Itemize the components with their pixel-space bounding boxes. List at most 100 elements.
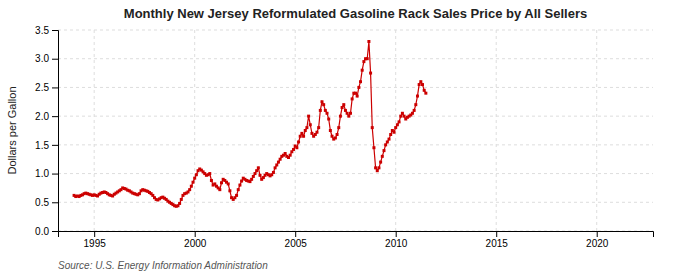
y-axis-tick-mark	[52, 59, 58, 60]
y-axis-tick-label: 3.5	[35, 25, 49, 36]
marker	[180, 198, 183, 201]
y-axis-tick: 0.0	[35, 226, 58, 237]
grid-line-x	[194, 30, 195, 231]
marker	[237, 188, 240, 191]
y-axis-tick: 3.0	[35, 53, 58, 64]
marker	[238, 184, 241, 187]
marker	[304, 129, 307, 132]
marker	[419, 80, 422, 83]
marker	[341, 106, 344, 109]
marker	[297, 140, 300, 143]
marker	[272, 171, 275, 174]
marker	[369, 72, 372, 75]
marker	[372, 146, 375, 149]
x-axis-tick-mark	[295, 231, 296, 237]
marker	[324, 109, 327, 112]
y-axis-tick-mark	[52, 231, 58, 232]
y-axis-tick-label: 2.0	[35, 111, 49, 122]
grid-line-y	[58, 87, 653, 88]
y-axis-tick-label: 1.5	[35, 140, 49, 151]
marker	[228, 189, 231, 192]
marker	[240, 180, 243, 183]
marker	[394, 126, 397, 129]
y-axis-tick-label: 3.0	[35, 53, 49, 64]
grid-line-y	[58, 202, 653, 203]
line	[74, 41, 426, 206]
marker	[279, 158, 282, 161]
x-axis-tick-mark	[597, 231, 598, 237]
marker	[376, 169, 379, 172]
y-axis-tick-mark	[52, 87, 58, 88]
marker	[374, 166, 377, 169]
y-axis-tick: 1.5	[35, 140, 58, 151]
marker	[393, 131, 396, 134]
marker	[399, 115, 402, 118]
y-axis: 0.0 0.5 1.0 1.5 2.0 2.5 3.0 3.5	[35, 25, 58, 237]
marker	[188, 188, 191, 191]
marker	[322, 103, 325, 106]
marker	[292, 148, 295, 151]
x-axis-tick: 2010	[385, 231, 408, 249]
marker	[208, 172, 211, 175]
grid-line-x	[395, 30, 396, 231]
y-axis-tick-mark	[52, 202, 58, 203]
marker	[401, 112, 404, 115]
marker	[414, 103, 417, 106]
marker	[423, 89, 426, 92]
x-axis-tick-mark	[396, 231, 397, 237]
grid-line-x	[496, 30, 497, 231]
x-axis-tick-mark	[496, 231, 497, 237]
marker	[218, 188, 221, 191]
y-axis-tick: 2.5	[35, 82, 58, 93]
annotation: Source: U.S. Energy Information Administ…	[58, 260, 268, 271]
y-axis-tick: 2.0	[35, 111, 58, 122]
grid-line-y	[58, 58, 653, 59]
marker	[235, 194, 238, 197]
marker	[339, 115, 342, 118]
grid-line-y	[58, 173, 653, 174]
marker	[300, 132, 303, 135]
marker	[416, 95, 419, 98]
marker	[320, 100, 323, 103]
title: Monthly New Jersey Reformulated Gasoline…	[124, 6, 587, 21]
marker	[411, 112, 414, 115]
marker	[302, 135, 305, 138]
marker	[418, 83, 421, 86]
marker	[344, 109, 347, 112]
marker	[138, 192, 141, 195]
marker	[327, 118, 330, 121]
marker	[257, 166, 260, 169]
y-axis-tick: 1.0	[35, 168, 58, 179]
marker	[388, 138, 391, 141]
marker	[362, 60, 365, 63]
x-axis-tick-mark	[195, 231, 196, 237]
grid-line-x	[94, 30, 95, 231]
series	[73, 40, 428, 208]
marker	[424, 92, 427, 95]
x-axis-tick-label: 2005	[285, 238, 308, 249]
grid-line-y	[58, 116, 653, 117]
marker	[190, 185, 193, 188]
marker	[347, 115, 350, 118]
marker	[336, 133, 339, 136]
x-axis-tick-label: 1995	[84, 238, 107, 249]
marker	[305, 126, 308, 129]
marker	[367, 40, 370, 43]
marker	[389, 133, 392, 136]
y-axis-tick-mark	[52, 145, 58, 146]
marker	[421, 83, 424, 86]
marker	[309, 123, 312, 126]
marker	[357, 86, 360, 89]
x-axis-tick-mark	[94, 231, 95, 237]
marker	[315, 131, 318, 134]
grid-line-y	[58, 144, 653, 145]
marker	[413, 109, 416, 112]
marker	[307, 115, 310, 118]
chart: 1995200020052010201520200.00.51.01.52.02…	[0, 0, 675, 275]
marker	[356, 95, 359, 98]
y-axis-title: Dollars per Gallon	[6, 86, 18, 174]
y-axis-tick-label: 2.5	[35, 82, 49, 93]
marker	[227, 182, 230, 185]
marker	[366, 57, 369, 60]
y-axis-tick-label: 0.5	[35, 197, 49, 208]
